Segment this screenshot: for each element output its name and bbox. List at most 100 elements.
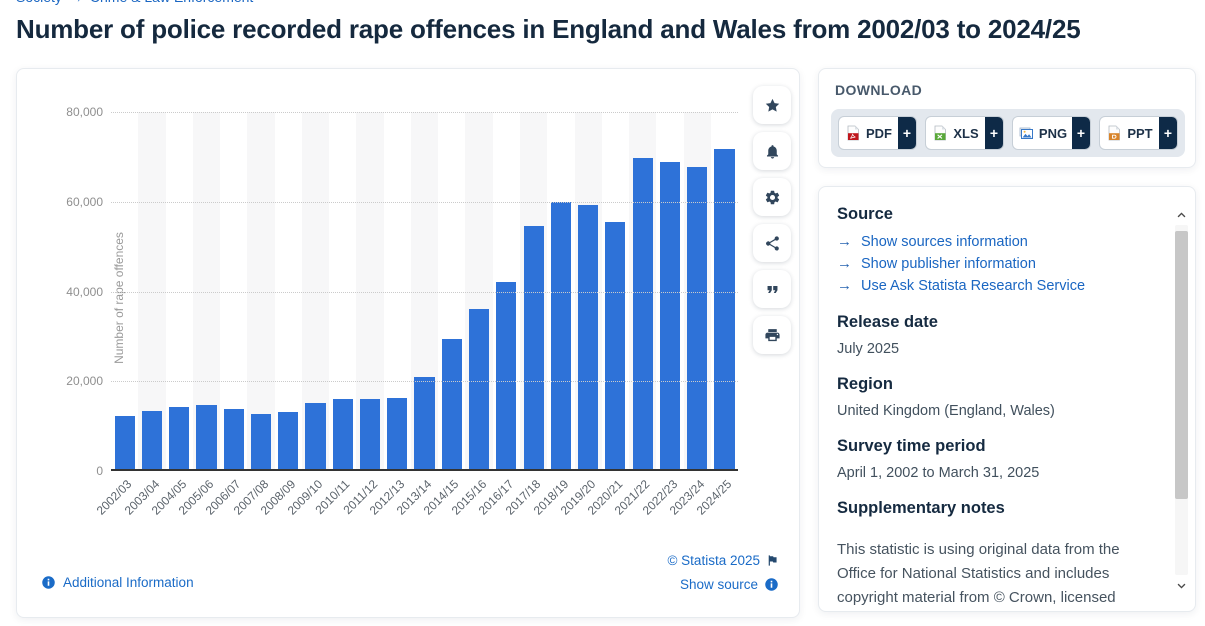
scrollbar-track[interactable] <box>1175 225 1188 575</box>
printer-icon <box>764 327 781 344</box>
gear-button[interactable] <box>753 178 791 216</box>
bar-2024/25[interactable] <box>714 149 735 469</box>
breadcrumb: Society → Crime & Law Enforcement <box>16 0 253 5</box>
source-link-label: Use Ask Statista Research Service <box>861 278 1086 294</box>
region-value: United Kingdom (England, Wales) <box>837 403 1055 419</box>
download-format-label: XLS <box>953 125 979 141</box>
share-button[interactable] <box>753 224 791 262</box>
release-date-heading: Release date <box>837 313 938 331</box>
star-button[interactable] <box>753 86 791 124</box>
bar-2020/21[interactable] <box>605 221 626 469</box>
show-source-link[interactable]: Show source <box>680 577 779 592</box>
download-format-label: PPT <box>1127 125 1153 141</box>
bar-slot: 2004/05 <box>148 112 193 518</box>
source-heading: Source <box>837 205 893 223</box>
bar-2005/06[interactable] <box>196 405 217 469</box>
additional-information-link[interactable]: Additional Information <box>41 575 194 590</box>
bar-2023/24[interactable] <box>687 167 708 469</box>
bar-slot: 2023/24 <box>667 112 711 518</box>
bar-2007/08[interactable] <box>250 413 272 469</box>
breadcrumb-link-crime[interactable]: Crime & Law Enforcement <box>90 0 253 5</box>
chevron-down-icon[interactable] <box>1173 577 1190 593</box>
bar-2022/23[interactable] <box>659 162 681 469</box>
y-tick-label: 20,000 <box>66 374 103 389</box>
bell-button[interactable] <box>753 132 791 170</box>
bar-slot: 2021/22 <box>612 112 657 518</box>
scrollbar-thumb[interactable] <box>1175 231 1188 499</box>
plus-icon[interactable]: + <box>985 117 1003 149</box>
supplementary-notes-text: This statistic is using original data fr… <box>837 541 1120 606</box>
bar-2013/14[interactable] <box>414 377 435 469</box>
bar-slots: 2002/03 2003/04 2004/05 2005/06 2006/07 2007/… <box>94 112 738 518</box>
breadcrumb-separator: → <box>69 0 83 5</box>
source-info-card: Source → Show sources information → Show pu… <box>818 186 1196 612</box>
source-link-label: Show publisher information <box>861 256 1036 272</box>
bar-2009/10[interactable] <box>305 402 326 469</box>
plus-icon[interactable]: + <box>898 117 916 149</box>
plus-icon[interactable]: + <box>1159 117 1177 149</box>
source-link-0[interactable]: → Show sources information <box>837 231 1151 253</box>
source-link-label: Show sources information <box>861 234 1028 250</box>
arrow-right-icon: → <box>837 233 852 250</box>
bar-2004/05[interactable] <box>169 407 190 469</box>
bar-2003/04[interactable] <box>141 410 162 469</box>
gridline <box>111 291 738 293</box>
source-link-2[interactable]: → Use Ask Statista Research Service <box>837 275 1151 297</box>
info-icon <box>41 575 56 590</box>
bar-slot: 2014/15 <box>421 112 465 518</box>
download-ppt-button[interactable]: PPT + <box>1099 116 1178 150</box>
statista-copyright[interactable]: © Statista 2025 <box>667 553 779 568</box>
y-tick-label: 0 <box>96 464 103 478</box>
download-card: DOWNLOAD PDF + XLS + PNG + PPT + <box>818 68 1196 168</box>
file-xls-icon <box>932 125 948 141</box>
page-title: Number of police recorded rape offences … <box>16 14 1081 44</box>
flag-icon <box>766 554 779 567</box>
quote-button[interactable] <box>753 270 791 308</box>
bar-2021/22[interactable] <box>632 157 653 469</box>
bar-slot: 2006/07 <box>203 112 247 518</box>
gridline <box>111 381 738 383</box>
breadcrumb-link-society[interactable]: Society <box>16 0 62 5</box>
bar-2008/09[interactable] <box>278 411 299 469</box>
bar-2016/17[interactable] <box>496 282 517 469</box>
chevron-up-icon[interactable] <box>1173 207 1190 223</box>
download-pdf-button[interactable]: PDF + <box>838 116 917 150</box>
download-png-button[interactable]: PNG + <box>1012 116 1091 150</box>
plot-area: 2002/03 2003/04 2004/05 2005/06 2006/07 2007/… <box>94 112 738 518</box>
source-link-1[interactable]: → Show publisher information <box>837 253 1151 275</box>
star-icon <box>764 97 781 114</box>
supplementary-notes-heading: Supplementary notes <box>837 499 1005 517</box>
plus-icon[interactable]: + <box>1072 117 1090 149</box>
download-title: DOWNLOAD <box>835 82 923 98</box>
bar-2002/03[interactable] <box>114 415 135 469</box>
bar-slot: 2011/12 <box>340 112 384 517</box>
survey-period-value: April 1, 2002 to March 31, 2025 <box>837 465 1040 481</box>
bar-slot: 2007/08 <box>230 112 275 518</box>
bar-slot: 2012/13 <box>367 112 411 518</box>
file-png-icon <box>1018 125 1034 141</box>
bar-slot: 2018/19 <box>530 112 574 518</box>
info-icon <box>764 577 779 592</box>
printer-button[interactable] <box>753 316 791 354</box>
bar-slot: 2003/04 <box>121 112 166 518</box>
y-tick-label: 40,000 <box>66 284 103 299</box>
chart-card: Number of rape offences 2002/03 2003/04 20… <box>16 68 800 618</box>
bar-2018/19[interactable] <box>550 201 571 469</box>
download-xls-button[interactable]: XLS + <box>925 116 1004 150</box>
bar-2010/11[interactable] <box>332 399 353 469</box>
arrow-right-icon: → <box>837 255 852 272</box>
additional-information-label: Additional Information <box>63 575 194 590</box>
y-tick-label: 80,000 <box>66 105 103 119</box>
bar-slot: 2005/06 <box>176 112 221 518</box>
bar-2015/16[interactable] <box>468 308 490 469</box>
bar-2014/15[interactable] <box>441 338 462 469</box>
source-scrollbar[interactable] <box>1173 207 1190 593</box>
bar-2017/18[interactable] <box>523 225 544 469</box>
bar-2019/20[interactable] <box>578 204 599 469</box>
survey-period-heading: Survey time period <box>837 437 986 455</box>
bar-2011/12[interactable] <box>359 398 381 469</box>
bar-2006/07[interactable] <box>223 408 244 469</box>
release-date-value: July 2025 <box>837 341 900 357</box>
bar-2012/13[interactable] <box>387 397 408 469</box>
bar-slot: 2013/14 <box>394 112 439 518</box>
